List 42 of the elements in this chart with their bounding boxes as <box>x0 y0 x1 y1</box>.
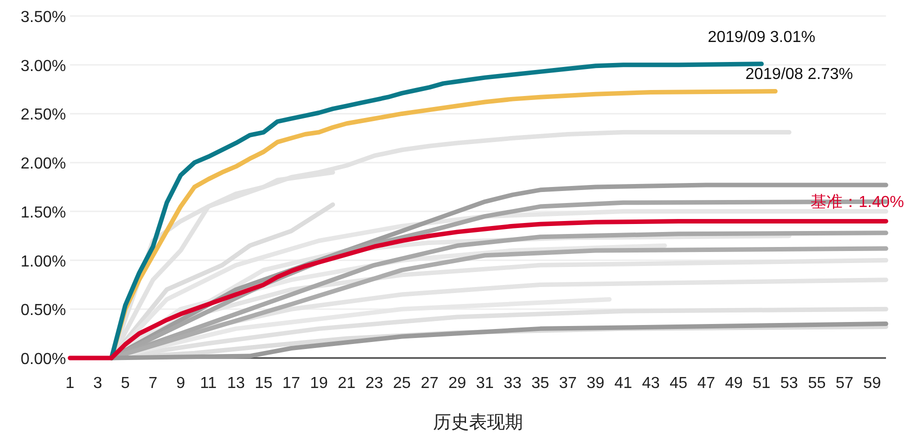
y-tick-label: 2.00% <box>20 156 66 173</box>
y-tick-label: 0.00% <box>20 351 66 368</box>
x-tick-label: 53 <box>780 375 798 392</box>
x-axis-title: 历史表现期 <box>433 412 523 432</box>
y-tick-label: 3.50% <box>20 9 66 26</box>
x-tick-label: 43 <box>642 375 660 392</box>
x-tick-label: 35 <box>531 375 550 392</box>
x-tick-label: 31 <box>476 375 494 392</box>
x-tick-label: 59 <box>863 375 882 392</box>
x-tick-label: 11 <box>200 375 217 392</box>
x-tick-label: 13 <box>227 375 245 392</box>
x-tick-label: 15 <box>254 375 273 392</box>
x-tick-label: 45 <box>670 375 688 392</box>
x-tick-label: 1 <box>66 375 75 392</box>
x-tick-label: 33 <box>504 375 522 392</box>
x-tick-label: 49 <box>724 375 743 392</box>
x-tick-label: 5 <box>120 375 130 392</box>
y-tick-label: 1.00% <box>20 253 66 270</box>
x-tick-label: 25 <box>393 375 411 392</box>
annotation: 2019/08 2.73% <box>745 66 854 84</box>
x-tick-label: 41 <box>614 375 632 392</box>
x-tick-label: 23 <box>365 375 384 392</box>
x-tick-label: 37 <box>559 375 577 392</box>
x-tick-label: 51 <box>752 375 771 392</box>
x-tick-label: 39 <box>586 375 605 392</box>
x-tick-label: 3 <box>93 375 102 392</box>
y-tick-label: 3.00% <box>20 58 66 75</box>
x-tick-label: 55 <box>808 375 826 392</box>
x-tick-label: 57 <box>836 375 854 392</box>
x-tick-label: 17 <box>282 375 300 392</box>
y-tick-label: 2.50% <box>20 106 66 124</box>
x-tick-label: 29 <box>448 375 466 392</box>
x-tick-label: 21 <box>338 375 356 392</box>
y-tick-label: 0.50% <box>20 302 66 320</box>
annotation: 基准：1.40% <box>810 193 904 212</box>
x-tick-label: 19 <box>310 375 328 392</box>
x-tick-label: 9 <box>176 375 186 392</box>
x-tick-label: 7 <box>148 375 158 392</box>
y-tick-label: 1.50% <box>20 204 66 222</box>
x-tick-label: 47 <box>697 375 716 392</box>
x-tick-label: 27 <box>420 375 439 392</box>
annotation: 2019/09 3.01% <box>708 28 816 46</box>
